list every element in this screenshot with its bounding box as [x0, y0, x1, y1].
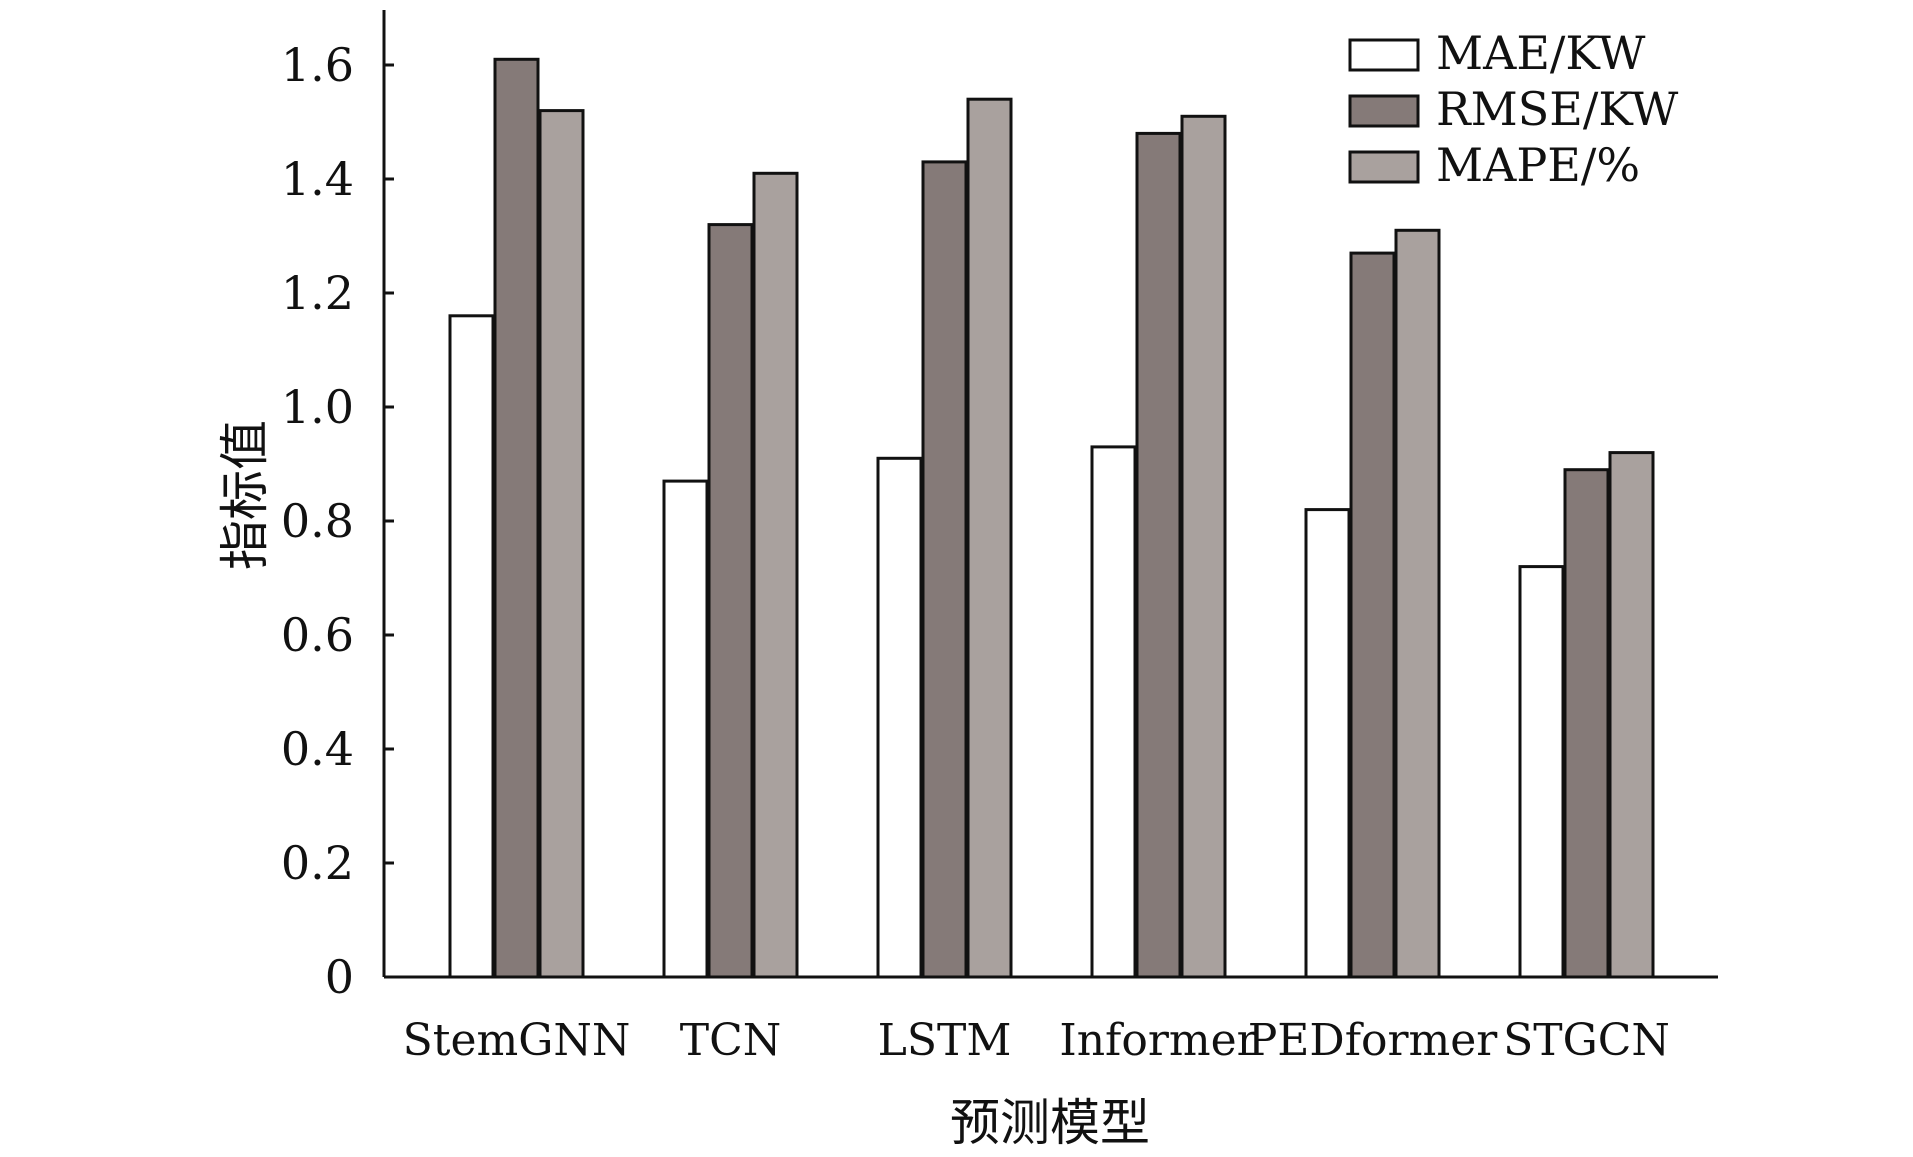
x-tick-label: TCN: [680, 1015, 782, 1066]
x-tick-label: Informer: [1059, 1015, 1258, 1066]
bar-lstm-mae: [876, 456, 923, 979]
bar-lstm-mape: [966, 97, 1013, 979]
legend-swatch: [1348, 94, 1420, 128]
y-tick-label: 0.6: [281, 608, 354, 662]
bar-pedformer-mae: [1304, 508, 1351, 979]
bar-informer-mae: [1090, 445, 1137, 979]
legend-label: MAE/KW: [1436, 26, 1646, 80]
bar-lstm-rmse: [921, 160, 968, 979]
y-tick-label: 1.0: [281, 380, 354, 434]
y-tick-label: 0.2: [281, 836, 354, 890]
bar-tcn-mae: [662, 479, 709, 979]
bar-stemgnn-mae: [448, 314, 495, 979]
bar-stgcn-rmse: [1563, 468, 1610, 979]
y-tick-label: 0: [325, 950, 354, 1004]
y-tick-label: 0.4: [281, 722, 354, 776]
bar-stemgnn-rmse: [493, 57, 540, 979]
x-tick-label: STGCN: [1503, 1015, 1670, 1066]
y-tick-label: 1.2: [281, 266, 354, 320]
bar-informer-mape: [1180, 114, 1227, 979]
y-ticks-group: 0 0.2 0.4 0.6 0.8 1.0 1.2 1.4 1.6: [281, 38, 394, 1004]
y-tick-label: 0.8: [281, 494, 354, 548]
x-axis-title: 预测模型: [950, 1094, 1150, 1152]
bar-tcn-rmse: [707, 223, 754, 979]
bar-pedformer-mape: [1394, 228, 1441, 979]
legend-label: MAPE/%: [1436, 138, 1640, 192]
y-tick-label: 1.6: [281, 38, 354, 92]
x-tick-label: StemGNN: [403, 1015, 631, 1066]
axes-group: [382, 10, 1718, 979]
legend-label: RMSE/KW: [1436, 82, 1679, 136]
bar-tcn-mape: [752, 171, 799, 979]
legend-swatch: [1348, 38, 1420, 72]
legend-swatch: [1348, 150, 1420, 184]
bar-stgcn-mape: [1608, 451, 1655, 979]
y-axis-title: 指标值: [216, 420, 274, 570]
y-tick-label: 1.4: [281, 152, 354, 206]
bar-pedformer-rmse: [1349, 251, 1396, 979]
x-tick-label: PEDformer: [1248, 1015, 1499, 1066]
bar-informer-rmse: [1135, 131, 1182, 979]
x-tick-label: LSTM: [878, 1015, 1012, 1066]
bar-stgcn-mae: [1518, 565, 1565, 979]
bar-stemgnn-mape: [538, 109, 585, 979]
bars-group: [448, 57, 1655, 979]
